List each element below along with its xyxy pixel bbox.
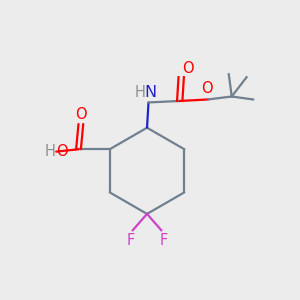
Text: H: H	[134, 85, 145, 100]
Text: O: O	[56, 144, 68, 159]
Text: O: O	[201, 81, 212, 96]
Text: H: H	[45, 144, 56, 159]
Text: F: F	[126, 233, 134, 248]
Text: O: O	[182, 61, 194, 76]
Text: O: O	[75, 106, 87, 122]
Text: F: F	[160, 233, 168, 248]
Text: N: N	[144, 85, 156, 100]
